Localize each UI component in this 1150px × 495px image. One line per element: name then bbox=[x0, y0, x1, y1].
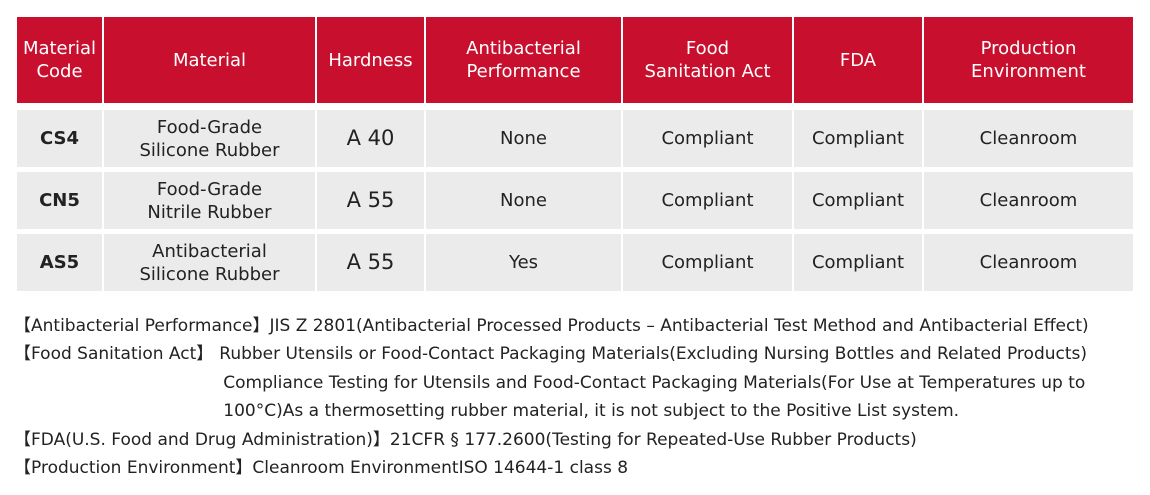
note-label: 【FDA(U.S. Food and Drug Administration)】 bbox=[14, 429, 390, 450]
note: 【Food Sanitation Act】 Rubber Utensils or … bbox=[14, 340, 1089, 425]
table-cell: Yes bbox=[426, 234, 621, 291]
table-cell: AS5 bbox=[17, 234, 102, 291]
table-cell: None bbox=[426, 110, 621, 167]
table-cell: A 40 bbox=[317, 110, 424, 167]
table-cell: Cleanroom bbox=[924, 110, 1133, 167]
note-lines: JIS Z 2801(Antibacterial Processed Produ… bbox=[269, 312, 1088, 340]
note: 【Production Environment】 Cleanroom Enviro… bbox=[14, 454, 1089, 482]
table-cell: Cleanroom bbox=[924, 234, 1133, 291]
note: 【Antibacterial Performance】 JIS Z 2801(An… bbox=[14, 312, 1089, 340]
header-cell: Hardness bbox=[317, 17, 424, 103]
note-text: 100°C)As a thermosetting rubber material… bbox=[223, 401, 960, 422]
header-cell: Material bbox=[104, 17, 315, 103]
table-cell: Compliant bbox=[623, 172, 792, 229]
table-cell: CS4 bbox=[17, 110, 102, 167]
header-cell: Material Code bbox=[17, 17, 102, 103]
table-cell: None bbox=[426, 172, 621, 229]
note-text: Cleanroom EnvironmentISO 14644-1 class 8 bbox=[252, 458, 629, 479]
table-cell: Compliant bbox=[794, 234, 922, 291]
table-cell: CN5 bbox=[17, 172, 102, 229]
table-cell: Compliant bbox=[623, 234, 792, 291]
table-cell: A 55 bbox=[317, 172, 424, 229]
note-label: 【Food Sanitation Act】 bbox=[14, 344, 214, 365]
notes: 【Antibacterial Performance】 JIS Z 2801(An… bbox=[14, 312, 1089, 482]
table-cell: Compliant bbox=[623, 110, 792, 167]
note-label: 【Production Environment】 bbox=[14, 458, 253, 479]
header-cell: Food Sanitation Act bbox=[623, 17, 792, 103]
note-text: Compliance Testing for Utensils and Food… bbox=[223, 372, 1086, 393]
note-label: 【Antibacterial Performance】 bbox=[14, 316, 270, 336]
note-text: Rubber Utensils or Food-Contact Packagin… bbox=[219, 344, 1088, 365]
note: 【FDA(U.S. Food and Drug Administration)】… bbox=[14, 426, 1089, 454]
table-cell: Compliant bbox=[794, 172, 922, 229]
table-cell: Food-Grade Silicone Rubber bbox=[104, 110, 315, 167]
header-cell: FDA bbox=[794, 17, 922, 103]
header-cell: Antibacterial Performance bbox=[426, 17, 621, 103]
note-text: JIS Z 2801(Antibacterial Processed Produ… bbox=[269, 316, 1089, 336]
table-cell: Food-Grade Nitrile Rubber bbox=[104, 172, 315, 229]
note-lines: Cleanroom EnvironmentISO 14644-1 class 8 bbox=[252, 454, 628, 482]
table-cell: Cleanroom bbox=[924, 172, 1133, 229]
table-cell: A 55 bbox=[317, 234, 424, 291]
table-cell: Compliant bbox=[794, 110, 922, 167]
header-cell: Production Environment bbox=[924, 17, 1133, 103]
note-lines: 21CFR § 177.2600(Testing for Repeated-Us… bbox=[390, 426, 917, 454]
note-lines: Rubber Utensils or Food-Contact Packagin… bbox=[219, 340, 1087, 425]
table-cell: Antibacterial Silicone Rubber bbox=[104, 234, 315, 291]
note-text: 21CFR § 177.2600(Testing for Repeated-Us… bbox=[389, 429, 917, 450]
